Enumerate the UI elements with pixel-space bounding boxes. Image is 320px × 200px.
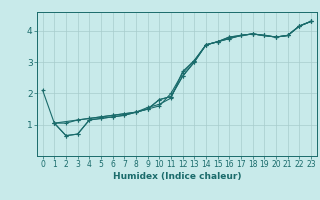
X-axis label: Humidex (Indice chaleur): Humidex (Indice chaleur): [113, 172, 241, 181]
